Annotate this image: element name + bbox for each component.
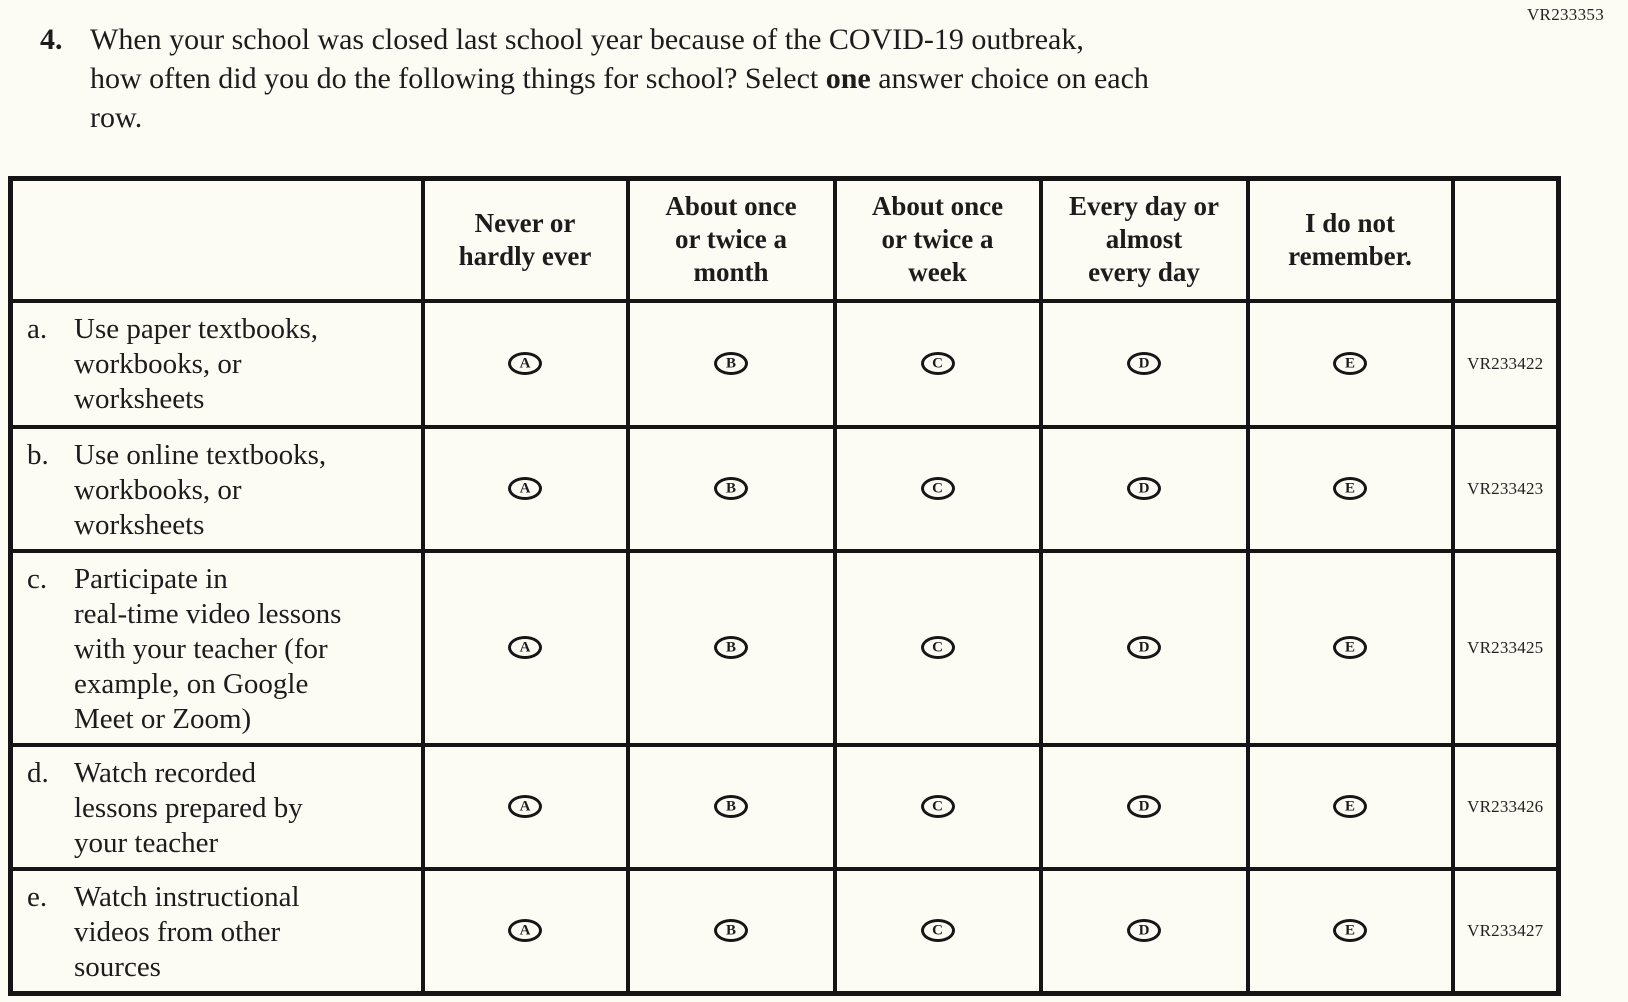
page-code: VR233353 [1526,5,1604,24]
header-do-not-remember: I do not remember. [1245,176,1455,303]
answer-cell: E [1245,424,1455,553]
answer-cell: B [625,742,837,871]
answer-cell: E [1245,742,1455,871]
question-text-before: When your school was closed last school … [90,23,1084,95]
answer-bubble-a[interactable]: A [508,636,542,659]
table-row-e: e. Watch instructional videos from other… [8,866,1561,995]
answer-cell: A [420,548,630,747]
row-item-letter: d. [27,756,49,789]
question-text: When your school was closed last school … [90,20,1149,137]
answer-bubble-e[interactable]: E [1333,636,1367,659]
header-code-column-empty [1450,176,1561,303]
answer-bubble-c[interactable]: C [920,636,955,659]
answer-bubble-e[interactable]: E [1333,919,1367,942]
answer-bubble-d[interactable]: D [1127,795,1161,818]
answer-cell: D [1038,424,1250,553]
answer-bubble-c[interactable]: C [920,795,955,818]
answer-cell: A [420,424,630,553]
answer-bubble-a[interactable]: A [508,795,542,818]
answer-cell: B [625,548,837,747]
row-item-letter: c. [27,562,48,595]
answer-cell: D [1038,742,1250,871]
row-vr-code: VR233426 [1450,742,1561,871]
row-item-letter: a. [27,312,48,345]
survey-matrix-table: Never or hardly ever About once or twice… [8,176,1561,996]
answer-cell: E [1245,866,1455,995]
answer-cell: C [832,424,1043,553]
row-vr-code: VR233427 [1450,866,1561,995]
row-vr-code: VR233423 [1450,424,1561,553]
answer-cell: B [625,866,837,995]
answer-bubble-c[interactable]: C [920,352,955,375]
answer-cell: C [832,866,1043,995]
answer-bubble-e[interactable]: E [1333,352,1367,375]
answer-bubble-c[interactable]: C [920,477,955,500]
row-label-cell: b. Use online textbooks, workbooks, or w… [8,424,425,553]
answer-cell: D [1038,298,1250,429]
answer-cell: D [1038,548,1250,747]
answer-cell: B [625,298,837,429]
answer-cell: C [832,742,1043,871]
answer-bubble-d[interactable]: D [1127,919,1161,942]
question-block: 4. When your school was closed last scho… [40,20,1460,137]
row-item-letter: b. [27,438,49,471]
answer-cell: C [832,298,1043,429]
answer-bubble-b[interactable]: B [714,352,748,375]
header-every-day: Every day or almost every day [1038,176,1250,303]
table-row-c: c. Participate in real-time video lesson… [8,548,1561,747]
answer-bubble-e[interactable]: E [1333,795,1367,818]
answer-cell: A [420,866,630,995]
row-item-letter: e. [27,880,48,913]
answer-cell: C [832,548,1043,747]
answer-cell: E [1245,298,1455,429]
header-once-twice-week: About once or twice a week [832,176,1043,303]
row-vr-code: VR233422 [1450,298,1561,429]
answer-cell: A [420,298,630,429]
table-row-b: b. Use online textbooks, workbooks, or w… [8,424,1561,553]
header-row: Never or hardly ever About once or twice… [8,176,1561,303]
answer-bubble-a[interactable]: A [508,352,542,375]
answer-cell: E [1245,548,1455,747]
answer-bubble-b[interactable]: B [714,636,748,659]
row-label-cell: a. Use paper textbooks, workbooks, or wo… [8,298,425,429]
row-item-label: Watch recorded lessons prepared by your … [74,756,303,859]
answer-bubble-b[interactable]: B [714,919,748,942]
answer-cell: D [1038,866,1250,995]
row-label-cell: c. Participate in real-time video lesson… [8,548,425,747]
header-never-hardly-ever: Never or hardly ever [420,176,630,303]
question-number: 4. [40,23,63,56]
question-bold-word: one [825,62,871,95]
row-vr-code: VR233425 [1450,548,1561,747]
table-row-d: d. Watch recorded lessons prepared by yo… [8,742,1561,871]
header-once-twice-month: About once or twice a month [625,176,837,303]
answer-bubble-b[interactable]: B [714,477,748,500]
row-item-label: Watch instructional videos from other so… [74,880,300,983]
answer-bubble-e[interactable]: E [1333,477,1367,500]
row-item-label: Use online textbooks, workbooks, or work… [74,438,327,541]
row-label-cell: d. Watch recorded lessons prepared by yo… [8,742,425,871]
answer-bubble-a[interactable]: A [508,477,542,500]
header-cell-empty [8,176,425,303]
row-label-cell: e. Watch instructional videos from other… [8,866,425,995]
answer-bubble-d[interactable]: D [1127,636,1161,659]
answer-bubble-d[interactable]: D [1127,477,1161,500]
answer-bubble-b[interactable]: B [714,795,748,818]
answer-cell: B [625,424,837,553]
answer-bubble-c[interactable]: C [920,919,955,942]
answer-cell: A [420,742,630,871]
table-row-a: a. Use paper textbooks, workbooks, or wo… [8,298,1561,429]
answer-bubble-d[interactable]: D [1127,352,1161,375]
row-item-label: Participate in real-time video lessons w… [74,562,342,735]
row-item-label: Use paper textbooks, workbooks, or works… [74,312,319,415]
question-text-after: answer choice on each row. [90,62,1149,134]
answer-bubble-a[interactable]: A [508,919,542,942]
